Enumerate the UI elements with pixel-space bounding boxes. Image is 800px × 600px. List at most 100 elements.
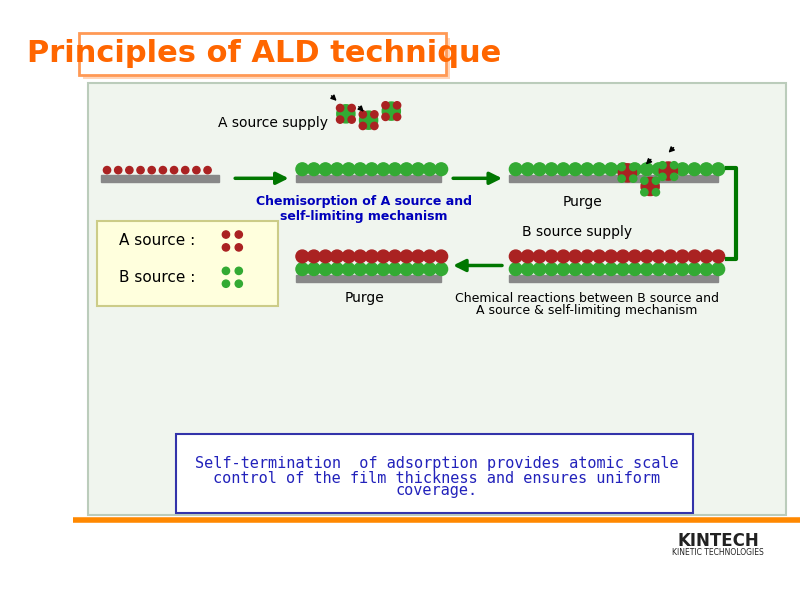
Circle shape — [342, 250, 355, 263]
Circle shape — [359, 122, 366, 130]
Circle shape — [688, 263, 701, 275]
Text: self-limiting mechanism: self-limiting mechanism — [280, 210, 448, 223]
Circle shape — [605, 163, 618, 176]
Circle shape — [370, 111, 378, 118]
Circle shape — [193, 166, 200, 174]
Circle shape — [182, 166, 189, 174]
Circle shape — [342, 163, 355, 176]
Circle shape — [435, 163, 448, 176]
Text: Self-termination  of adsorption provides atomic scale: Self-termination of adsorption provides … — [195, 456, 678, 471]
Circle shape — [533, 250, 546, 263]
Circle shape — [114, 166, 122, 174]
Circle shape — [712, 250, 725, 263]
Circle shape — [630, 163, 637, 171]
Circle shape — [103, 166, 110, 174]
Circle shape — [652, 177, 659, 184]
Circle shape — [659, 161, 666, 169]
Circle shape — [307, 163, 320, 176]
Circle shape — [296, 263, 309, 275]
Circle shape — [377, 263, 390, 275]
Circle shape — [510, 263, 522, 275]
Circle shape — [394, 101, 401, 109]
Circle shape — [137, 166, 144, 174]
Circle shape — [400, 250, 413, 263]
FancyBboxPatch shape — [97, 221, 278, 307]
Circle shape — [370, 122, 378, 130]
Circle shape — [366, 163, 378, 176]
Circle shape — [545, 263, 558, 275]
Circle shape — [354, 250, 366, 263]
Circle shape — [522, 263, 534, 275]
Circle shape — [377, 163, 390, 176]
Circle shape — [641, 250, 653, 263]
Circle shape — [307, 263, 320, 275]
Circle shape — [641, 263, 653, 275]
Circle shape — [676, 163, 689, 176]
Circle shape — [557, 263, 570, 275]
Text: KINTECH: KINTECH — [678, 532, 759, 550]
Circle shape — [354, 263, 366, 275]
Text: control of the film thickness and ensures uniform: control of the film thickness and ensure… — [213, 472, 660, 487]
Circle shape — [222, 244, 230, 251]
Circle shape — [533, 263, 546, 275]
Text: coverage.: coverage. — [396, 483, 478, 498]
Circle shape — [222, 231, 242, 251]
Circle shape — [394, 113, 401, 121]
Circle shape — [296, 250, 309, 263]
Circle shape — [670, 173, 678, 181]
Circle shape — [641, 188, 648, 196]
Circle shape — [670, 161, 678, 169]
Bar — [296, 275, 442, 282]
Circle shape — [605, 263, 618, 275]
Circle shape — [664, 250, 677, 263]
Circle shape — [629, 250, 642, 263]
Circle shape — [319, 263, 332, 275]
Circle shape — [557, 163, 570, 176]
FancyBboxPatch shape — [176, 434, 693, 512]
Circle shape — [354, 163, 366, 176]
Circle shape — [617, 263, 630, 275]
Circle shape — [712, 163, 725, 176]
Circle shape — [593, 250, 606, 263]
Circle shape — [618, 163, 626, 171]
FancyBboxPatch shape — [79, 33, 446, 75]
Circle shape — [389, 250, 402, 263]
Circle shape — [222, 231, 230, 238]
Circle shape — [235, 280, 242, 287]
Bar — [296, 175, 442, 182]
Circle shape — [676, 250, 689, 263]
Circle shape — [664, 263, 677, 275]
Circle shape — [700, 163, 713, 176]
Circle shape — [359, 111, 366, 118]
Text: Chemical reactions between B source and: Chemical reactions between B source and — [454, 292, 718, 305]
Circle shape — [641, 177, 648, 184]
Circle shape — [688, 163, 701, 176]
Circle shape — [235, 244, 242, 251]
Circle shape — [342, 263, 355, 275]
Circle shape — [533, 163, 546, 176]
Circle shape — [593, 163, 606, 176]
Text: Purge: Purge — [562, 195, 602, 209]
Circle shape — [400, 163, 413, 176]
Circle shape — [330, 250, 343, 263]
Circle shape — [400, 263, 413, 275]
Circle shape — [435, 250, 448, 263]
Circle shape — [148, 166, 155, 174]
Circle shape — [307, 250, 320, 263]
Circle shape — [569, 163, 582, 176]
Circle shape — [389, 163, 402, 176]
Circle shape — [630, 175, 637, 182]
Circle shape — [581, 163, 594, 176]
Circle shape — [617, 163, 630, 176]
Circle shape — [700, 263, 713, 275]
Circle shape — [412, 263, 425, 275]
Circle shape — [319, 163, 332, 176]
Circle shape — [366, 263, 378, 275]
Circle shape — [423, 250, 436, 263]
Bar — [510, 275, 718, 282]
Text: Purge: Purge — [344, 291, 384, 305]
Circle shape — [412, 250, 425, 263]
Circle shape — [423, 263, 436, 275]
Circle shape — [389, 263, 402, 275]
Circle shape — [664, 163, 677, 176]
